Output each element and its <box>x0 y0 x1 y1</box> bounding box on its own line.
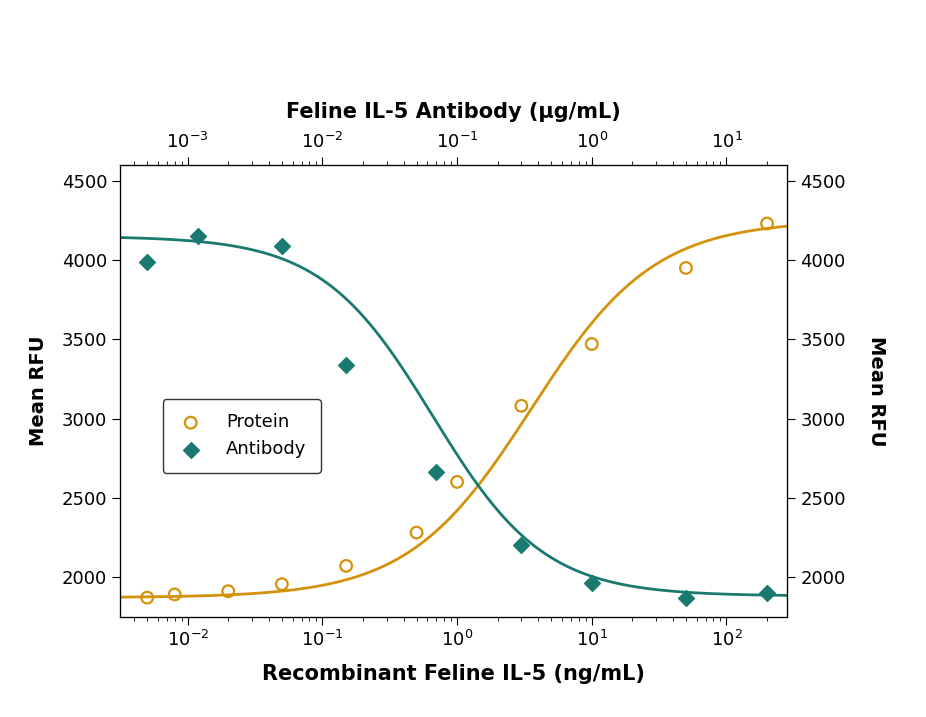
Antibody <box>191 230 206 242</box>
Antibody <box>584 578 599 589</box>
X-axis label: Feline IL-5 Antibody (μg/mL): Feline IL-5 Antibody (μg/mL) <box>286 102 621 122</box>
Antibody <box>429 467 444 478</box>
Protein <box>759 218 774 229</box>
Antibody <box>140 256 155 267</box>
Antibody <box>679 592 694 603</box>
Legend: Protein, Antibody: Protein, Antibody <box>163 399 320 473</box>
Protein <box>679 262 694 274</box>
Y-axis label: Mean RFU: Mean RFU <box>867 336 885 446</box>
Antibody <box>514 540 529 551</box>
Antibody <box>339 359 354 371</box>
Protein <box>450 476 465 488</box>
Protein <box>409 527 424 538</box>
Protein <box>584 338 599 350</box>
Protein <box>274 579 289 590</box>
Antibody <box>274 240 289 252</box>
Protein <box>514 400 529 412</box>
Protein <box>339 560 354 571</box>
Antibody <box>759 587 774 599</box>
Protein <box>140 592 155 603</box>
X-axis label: Recombinant Feline IL-5 (ng/mL): Recombinant Feline IL-5 (ng/mL) <box>262 664 645 684</box>
Protein <box>168 589 182 600</box>
Protein <box>221 586 236 597</box>
Y-axis label: Mean RFU: Mean RFU <box>29 336 48 446</box>
